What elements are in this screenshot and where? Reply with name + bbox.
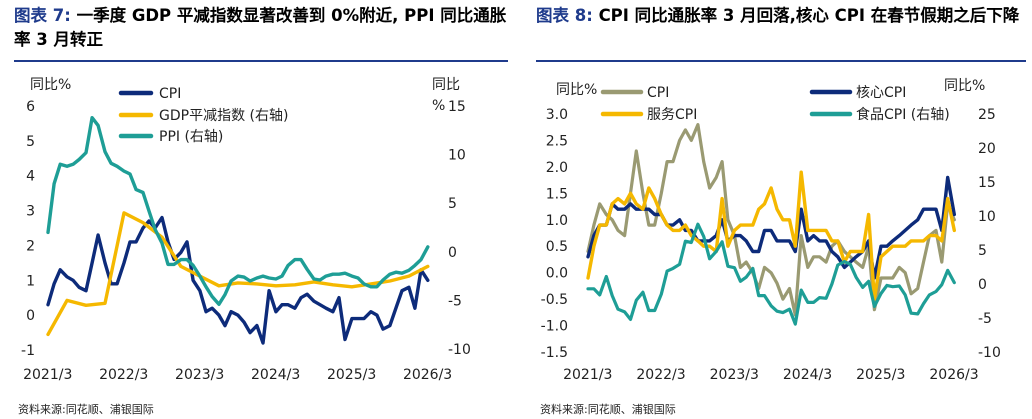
right-figure-title: 图表 8: CPI 同比通胀率 3 月回落,核心 CPI 在春节假期之后下降 <box>536 4 1026 28</box>
left-x-tick: 2021/3 <box>23 367 72 383</box>
right-y-right-tick: -10 <box>978 345 1001 361</box>
left-y-left-tick: -1 <box>21 343 35 359</box>
right-y-left-tick: 2.0 <box>546 160 568 176</box>
left-x-tick: 2026/3 <box>403 367 452 383</box>
right-y-right-tick: 20 <box>978 141 996 157</box>
left-y-right-tick: -10 <box>448 342 471 358</box>
right-y-left-unit: 同比% <box>556 82 597 98</box>
right-series-2-line <box>586 170 956 301</box>
right-x-tick: 2024/3 <box>783 367 832 383</box>
right-y-left-tick: 0.5 <box>546 239 568 255</box>
left-y-right-tick: 10 <box>448 148 466 164</box>
right-y-left-tick: -0.5 <box>541 292 568 308</box>
right-y-right-tick: -5 <box>978 311 992 327</box>
left-y-left-tick: 4 <box>26 169 35 185</box>
right-legend-label: 核心CPI <box>856 85 906 101</box>
left-figure-title: 图表 7: 一季度 GDP 平减指数显著改善到 0%附近, PPI 同比通胀率 … <box>14 4 514 52</box>
left-y-right-tick: 15 <box>448 99 466 115</box>
right-x-tick: 2021/3 <box>563 367 612 383</box>
right-title-rule <box>536 60 1026 62</box>
left-y-left-tick: 5 <box>26 134 35 150</box>
right-y-left-tick: 1.5 <box>546 186 568 202</box>
left-title-rule <box>14 60 508 62</box>
left-y-left-unit: 同比% <box>30 77 71 93</box>
right-y-right-tick: 10 <box>978 209 996 225</box>
left-x-tick: 2025/3 <box>327 367 376 383</box>
right-y-right-tick: 0 <box>978 277 987 293</box>
left-y-right-unit: 同比 <box>432 77 460 93</box>
left-y-left-tick: 3 <box>26 204 35 220</box>
left-source-note: 资料来源:同花顺、浦银国际 <box>18 403 154 416</box>
left-x-tick: 2024/3 <box>251 367 300 383</box>
left-figure-label: 图表 7: <box>14 6 71 25</box>
left-x-tick: 2023/3 <box>175 367 224 383</box>
right-y-left-tick: -1.0 <box>541 319 568 335</box>
left-y-right-tick: 5 <box>448 196 457 212</box>
left-y-right-unit: % <box>432 98 445 114</box>
right-x-tick: 2026/3 <box>929 367 978 383</box>
left-legend-label: GDP平减指数 (右轴) <box>159 108 288 124</box>
right-series-3-line <box>586 222 956 326</box>
right-figure-label: 图表 8: <box>536 6 593 25</box>
left-y-left-tick: 6 <box>26 99 35 115</box>
left-y-left-tick: 2 <box>26 238 35 254</box>
left-x-tick: 2022/3 <box>99 367 148 383</box>
right-figure-title-text: CPI 同比通胀率 3 月回落,核心 CPI 在春节假期之后下降 <box>598 6 1020 25</box>
left-y-left-tick: 0 <box>26 308 35 324</box>
left-legend-label: CPI <box>159 86 181 102</box>
right-y-right-unit: 同比% <box>944 78 985 94</box>
right-y-left-tick: 0.0 <box>546 266 568 282</box>
right-source-note: 资料来源:同花顺、浦银国际 <box>540 403 676 416</box>
left-figure-title-text: 一季度 GDP 平减指数显著改善到 0%附近, PPI 同比通胀率 3 月转正 <box>14 6 507 49</box>
right-y-right-tick: 25 <box>978 107 996 123</box>
right-x-tick: 2022/3 <box>636 367 685 383</box>
right-y-left-tick: 1.0 <box>546 213 568 229</box>
right-y-right-tick: 5 <box>978 243 987 259</box>
right-x-tick: 2023/3 <box>710 367 759 383</box>
left-legend-label: PPI (右轴) <box>159 129 223 145</box>
left-series-2-line <box>46 116 430 306</box>
left-series-0-line <box>46 215 430 345</box>
right-y-right-tick: 15 <box>978 175 996 191</box>
right-series-1-line <box>586 175 956 280</box>
left-y-left-tick: 1 <box>26 273 35 289</box>
left-y-right-tick: 0 <box>448 245 457 261</box>
right-y-left-tick: -1.5 <box>541 345 568 361</box>
right-legend-label: CPI <box>647 85 669 101</box>
right-legend-label: 服务CPI <box>647 107 697 123</box>
left-y-right-tick: -5 <box>448 293 462 309</box>
right-y-left-tick: 3.0 <box>546 107 568 123</box>
right-legend-label: 食品CPI (右轴) <box>856 106 950 123</box>
right-x-tick: 2025/3 <box>856 367 905 383</box>
right-y-left-tick: 2.5 <box>546 133 568 149</box>
right-series-0-line <box>586 123 956 317</box>
